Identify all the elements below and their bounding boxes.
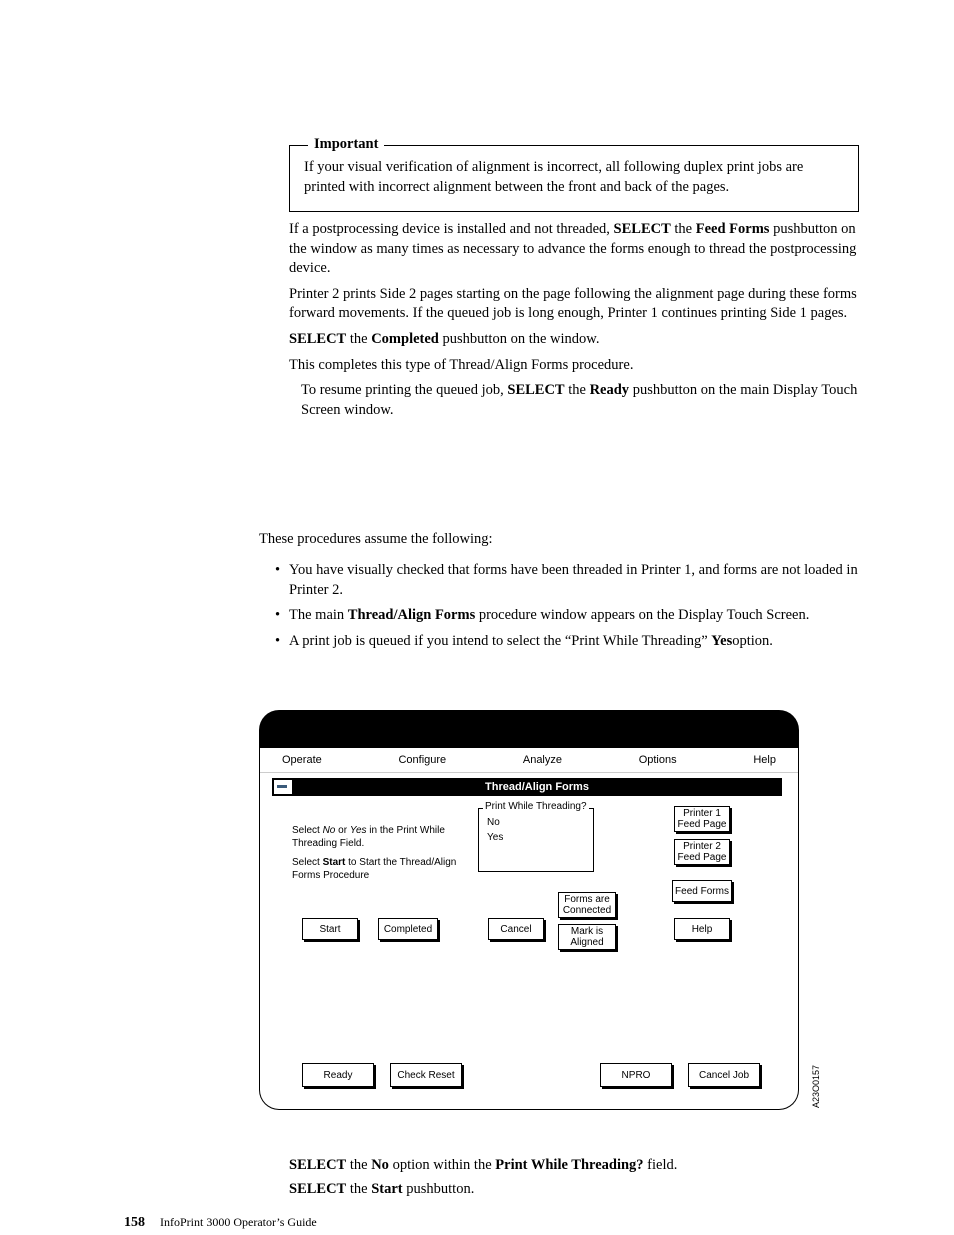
paragraph-select-no: SELECT the No option within the Print Wh…: [289, 1156, 859, 1176]
paragraph-completes: This completes this type of Thread/Align…: [289, 356, 859, 376]
printer2-feed-page-button[interactable]: Printer 2 Feed Page: [674, 839, 730, 865]
instruction-1: Select No or Yes in the Print While Thre…: [292, 824, 467, 850]
bullet-item-2: • The main Thread/Align Forms procedure …: [275, 606, 859, 626]
paragraph-printer2: Printer 2 prints Side 2 pages starting o…: [289, 285, 859, 324]
menu-operate[interactable]: Operate: [282, 754, 322, 766]
paragraph-postprocessing: If a postprocessing device is installed …: [289, 220, 859, 279]
bullet-dot: •: [275, 561, 289, 600]
paragraph-assume: These procedures assume the following:: [259, 531, 493, 548]
important-label: Important: [308, 136, 384, 153]
guide-title: InfoPrint 3000 Operator’s Guide: [160, 1215, 317, 1229]
figure-titlebar-top: [259, 710, 799, 748]
cancel-button[interactable]: Cancel: [488, 918, 544, 940]
window-titlebar: Thread/Align Forms: [272, 778, 782, 796]
paragraph-select-start: SELECT the Start pushbutton.: [289, 1180, 859, 1200]
menu-help[interactable]: Help: [753, 754, 776, 766]
bullet-item-3: • A print job is queued if you intend to…: [275, 632, 859, 652]
help-button[interactable]: Help: [674, 918, 730, 940]
cancel-job-button[interactable]: Cancel Job: [688, 1063, 760, 1087]
instruction-2: Select Start to Start the Thread/Align F…: [292, 856, 472, 882]
ready-button[interactable]: Ready: [302, 1063, 374, 1087]
option-no[interactable]: No: [487, 815, 585, 830]
page-number: 158: [124, 1215, 145, 1230]
option-yes[interactable]: Yes: [487, 830, 585, 845]
printer1-feed-page-button[interactable]: Printer 1 Feed Page: [674, 806, 730, 832]
paragraph-resume: To resume printing the queued job, SELEC…: [301, 381, 859, 420]
menu-analyze[interactable]: Analyze: [523, 754, 562, 766]
figure-code: A23O0157: [811, 1065, 821, 1108]
figure-thread-align-forms: Operate Configure Analyze Options Help T…: [259, 710, 807, 1110]
menu-configure[interactable]: Configure: [398, 754, 446, 766]
bullet-dot: •: [275, 632, 289, 652]
mark-aligned-button[interactable]: Mark is Aligned: [558, 924, 616, 950]
groupbox-print-while-threading: Print While Threading? No Yes: [478, 808, 594, 872]
page-footer: 158 InfoPrint 3000 Operator’s Guide: [124, 1215, 317, 1231]
groupbox-label: Print While Threading?: [483, 801, 589, 812]
bullet-item-1: • You have visually checked that forms h…: [275, 561, 859, 600]
window-title: Thread/Align Forms: [485, 781, 589, 793]
important-text: If your visual verification of alignment…: [304, 158, 844, 197]
menu-options[interactable]: Options: [639, 754, 677, 766]
system-menu-icon[interactable]: [274, 780, 292, 794]
important-callout: Important If your visual verification of…: [289, 145, 859, 212]
check-reset-button[interactable]: Check Reset: [390, 1063, 462, 1087]
menubar: Operate Configure Analyze Options Help: [260, 748, 798, 773]
start-button[interactable]: Start: [302, 918, 358, 940]
completed-button[interactable]: Completed: [378, 918, 438, 940]
npro-button[interactable]: NPRO: [600, 1063, 672, 1087]
paragraph-select-completed: SELECT the Completed pushbutton on the w…: [289, 330, 859, 350]
feed-forms-button[interactable]: Feed Forms: [672, 880, 732, 902]
bullet-dot: •: [275, 606, 289, 626]
forms-connected-button[interactable]: Forms are Connected: [558, 892, 616, 918]
